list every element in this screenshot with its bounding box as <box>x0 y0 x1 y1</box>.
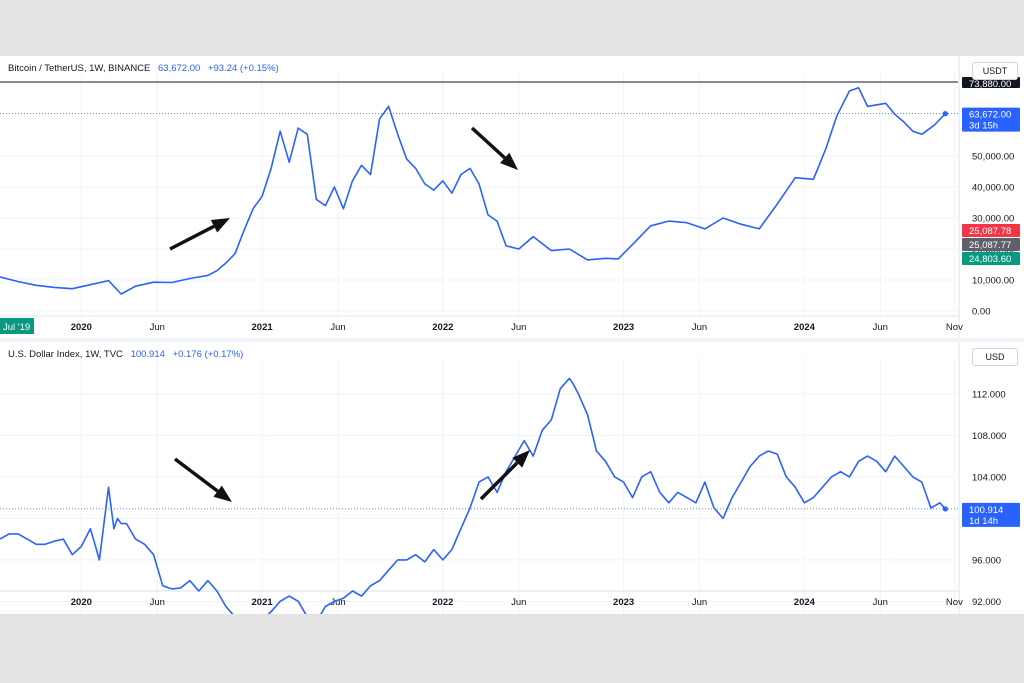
dxy-last-badge-bg <box>962 502 1020 527</box>
bitcoin-y-tick-label: 30,000.00 <box>972 214 1014 225</box>
bitcoin-down-arrow-shaft <box>470 126 506 160</box>
dxy-x-tick-label: Nov <box>946 597 963 608</box>
bitcoin-start-date-bg <box>0 318 34 334</box>
dxy-y-tick-label: 96.000 <box>972 555 1001 566</box>
dxy-y-tick-label: 104.000 <box>972 472 1006 483</box>
bitcoin-x-tick-label: 2020 <box>71 322 92 333</box>
dxy-change-label: +0.176 (+0.17%) <box>172 349 244 360</box>
bitcoin-legend: Bitcoin / TetherUS, 1W, BINANCE 63,672.0… <box>8 63 279 74</box>
bitcoin-x-tick-label: 2023 <box>613 322 634 333</box>
bitcoin-last-badge-text: 63,672.00 <box>969 110 1011 121</box>
bitcoin-down-arrow <box>470 126 518 170</box>
bitcoin-price-line <box>0 86 946 295</box>
bitcoin-green-badge-bg <box>962 252 1020 265</box>
dxy-up-arrow <box>479 450 530 501</box>
bitcoin-y-tick-label: 0.00 <box>972 307 991 318</box>
bitcoin-x-tick-label: Jun <box>873 322 888 333</box>
bitcoin-up-arrow-head <box>210 218 230 233</box>
dxy-grid <box>0 358 958 614</box>
bitcoin-x-tick-label: 2021 <box>252 322 274 333</box>
bitcoin-x-axis: 2020 Jun 2021 Jun 2022 Jun 2023 Jun 2024 Jun Nov <box>71 322 963 333</box>
bitcoin-change-label: +93.24 (+0.15%) <box>207 63 279 74</box>
bitcoin-chart-panel[interactable]: 0.0010,000.0020,000.0030,000.0040,000.00… <box>0 56 1024 338</box>
dxy-symbol-label: U.S. Dollar Index, 1W, TVC <box>8 349 123 360</box>
bitcoin-green-badge: 24,803.60 <box>962 252 1020 265</box>
bitcoin-down-arrow-head <box>499 152 518 170</box>
bitcoin-currency-button[interactable]: USDT <box>972 62 1018 80</box>
bitcoin-red-badge-text: 25,087.78 <box>969 226 1011 237</box>
dxy-x-tick-label: 2023 <box>613 597 634 608</box>
bitcoin-y-tick-label: 10,000.00 <box>972 276 1014 287</box>
bitcoin-last-badge-bg <box>962 107 1020 132</box>
bitcoin-x-tick-label: Jun <box>150 322 165 333</box>
dxy-currency-button[interactable]: USD <box>972 348 1018 366</box>
bitcoin-symbol-label: Bitcoin / TetherUS, 1W, BINANCE <box>8 63 151 74</box>
dxy-x-tick-label: Jun <box>330 597 345 608</box>
dxy-last-badge-text: 100.914 <box>969 505 1003 516</box>
dxy-last-badge-text: 1d 14h <box>969 516 998 527</box>
bitcoin-y-tick-label: 40,000.00 <box>972 183 1014 194</box>
bitcoin-red-badge-bg <box>962 224 1020 237</box>
dxy-up-arrow-shaft <box>479 461 519 501</box>
bitcoin-y-tick-label: 50,000.00 <box>972 152 1014 163</box>
dxy-y-tick-label: 112.000 <box>972 389 1006 400</box>
dxy-y-tick-label: 108.000 <box>972 431 1006 442</box>
dxy-x-tick-label: 2021 <box>252 597 274 608</box>
pane-divider[interactable] <box>0 338 1024 342</box>
chart-frame: 0.0010,000.0020,000.0030,000.0040,000.00… <box>0 56 1024 614</box>
bitcoin-price-label: 63,672.00 <box>158 63 201 74</box>
bitcoin-x-tick-label: Jun <box>511 322 526 333</box>
dxy-y-axis: 88.00092.00096.000100.000104.000108.0001… <box>972 389 1006 608</box>
bitcoin-chart-svg[interactable]: 0.0010,000.0020,000.0030,000.0040,000.00… <box>0 56 1024 338</box>
bitcoin-red-badge: 25,087.78 <box>962 224 1020 237</box>
dxy-up-arrow-head <box>512 450 530 468</box>
dxy-x-tick-label: Jun <box>150 597 165 608</box>
dxy-x-axis: 2020 Jun 2021 Jun 2022 Jun 2023 Jun 2024 Jun Nov <box>71 597 963 608</box>
dxy-down-arrow-head <box>213 485 232 502</box>
bitcoin-x-tick-label: 2022 <box>432 322 453 333</box>
dxy-chart-svg[interactable]: 88.00092.00096.000100.000104.000108.0001… <box>0 342 1024 614</box>
dxy-y-tick-label: 92.000 <box>972 597 1001 608</box>
dxy-price-label: 100.914 <box>130 349 165 360</box>
bitcoin-gray-badge-text: 25,087.77 <box>969 240 1011 251</box>
bitcoin-x-tick-label: Nov <box>946 322 963 333</box>
bitcoin-green-badge-text: 24,803.60 <box>969 254 1011 265</box>
dxy-x-tick-label: 2024 <box>794 597 816 608</box>
dxy-price-line <box>0 377 946 614</box>
dxy-x-tick-label: Jun <box>873 597 888 608</box>
bitcoin-last-badge-text: 3d 15h <box>969 121 998 132</box>
dxy-down-arrow <box>173 457 232 502</box>
bitcoin-gray-badge-bg <box>962 238 1020 251</box>
bitcoin-grid <box>0 72 958 317</box>
bitcoin-x-tick-label: Jun <box>692 322 707 333</box>
dxy-x-tick-label: 2022 <box>432 597 453 608</box>
dxy-chart-panel[interactable]: 88.00092.00096.000100.000104.000108.0001… <box>0 342 1024 614</box>
dxy-legend: U.S. Dollar Index, 1W, TVC 100.914 +0.17… <box>8 349 243 360</box>
dxy-down-arrow-shaft <box>173 457 219 493</box>
bitcoin-start-date-label: Jul '19 <box>3 322 30 333</box>
bitcoin-up-arrow-shaft <box>169 224 215 251</box>
dxy-x-tick-label: 2020 <box>71 597 92 608</box>
bitcoin-high-badge-text: 73,880.00 <box>969 79 1011 90</box>
dxy-x-tick-label: Jun <box>692 597 707 608</box>
bitcoin-up-arrow <box>169 218 230 251</box>
bitcoin-x-tick-label: Jun <box>330 322 345 333</box>
bitcoin-x-tick-label: 2024 <box>794 322 816 333</box>
bitcoin-gray-badge: 25,087.77 <box>962 238 1020 251</box>
bitcoin-start-date-badge: Jul '19 <box>0 318 34 334</box>
dxy-x-tick-label: Jun <box>511 597 526 608</box>
